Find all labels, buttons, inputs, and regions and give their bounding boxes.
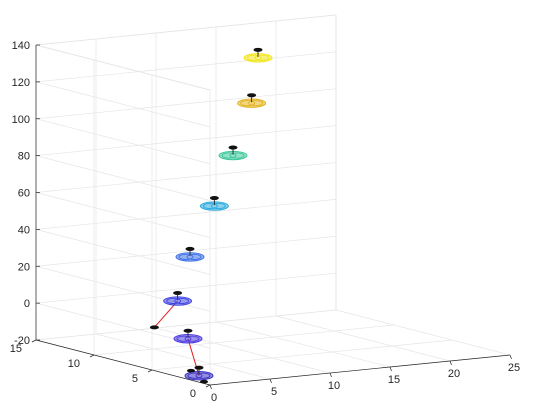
z-tick-label: 40: [18, 224, 30, 236]
drone-marker: [175, 246, 205, 262]
z-tick-label: 120: [12, 77, 30, 89]
grid-line-floor-x: [275, 315, 451, 362]
y-tick-mark: [31, 339, 37, 343]
x-tick-label: 15: [388, 374, 400, 386]
grid-line-left-z: [35, 229, 211, 275]
grid-line-back-z: [35, 272, 337, 304]
x-tick-mark: [509, 354, 512, 360]
z-tick-label: 60: [18, 188, 30, 200]
grid-line-back-z: [35, 14, 337, 46]
x-tick-mark: [329, 372, 332, 378]
y-tick-mark: [205, 384, 211, 388]
connector-line: [187, 338, 200, 376]
grid-line-back-z: [35, 309, 337, 341]
grid-line-floor-y: [151, 339, 453, 371]
grid-line-back-z: [35, 88, 337, 120]
drone-cap-marker: [187, 368, 195, 373]
z-tick-label: -20: [14, 335, 30, 347]
z-tick-label: 20: [18, 261, 30, 273]
drone-marker: [184, 365, 214, 381]
z-tick-label: 80: [18, 151, 30, 163]
data-markers: [149, 47, 273, 384]
grid-lines: [35, 14, 511, 386]
x-tick-label: 0: [211, 392, 217, 402]
grid-line-back-z: [35, 199, 337, 230]
x-tick-mark: [449, 360, 452, 366]
x-tick-mark: [389, 366, 392, 372]
z-tick-label: 100: [12, 114, 30, 126]
grid-line-back-z: [35, 51, 337, 83]
y-tick-label: 0: [190, 388, 196, 400]
drone-marker: [237, 93, 267, 108]
grid-line-left-z: [35, 192, 211, 238]
x-tick-label: 25: [508, 362, 520, 374]
y-tick-label: 10: [68, 358, 80, 370]
grid-line-floor-y: [93, 324, 395, 356]
x-tick-label: 10: [328, 380, 340, 392]
drone-marker: [173, 328, 203, 344]
drone-cap-marker: [200, 379, 208, 384]
drone-marker: [163, 291, 193, 306]
grid-line-back-z: [35, 162, 337, 193]
grid-line-left-z: [35, 155, 211, 201]
grid-line-floor-x: [95, 333, 271, 380]
y-tick-label: 5: [132, 373, 138, 385]
grid-line-back-z: [35, 125, 337, 156]
y-axis-line: [35, 339, 211, 386]
drone-marker: [199, 196, 229, 211]
y-tick-mark: [147, 369, 153, 373]
drone-marker: [218, 145, 248, 161]
axis-lines: [31, 44, 512, 390]
x-tick-label: 20: [448, 368, 460, 380]
x-tick-label: 5: [271, 386, 277, 398]
grid-line-back-z: [35, 235, 337, 267]
z-tick-label: 0: [24, 298, 30, 310]
grid-line-left-z: [35, 81, 211, 128]
grid-line-left-z: [35, 44, 211, 91]
y-tick-label: 15: [10, 343, 22, 355]
x-tick-mark: [209, 384, 212, 390]
grid-line-floor-x: [215, 321, 391, 368]
grid-line-floor-x: [335, 309, 511, 356]
z-tick-label: 140: [12, 40, 30, 52]
drone-marker: [243, 47, 273, 63]
back-box-edges: [35, 14, 337, 310]
x-axis-line: [209, 354, 511, 386]
grid-line-left-z: [35, 118, 211, 165]
y-tick-mark: [89, 354, 95, 358]
x-tick-mark: [269, 378, 272, 384]
extra-marker: [149, 325, 159, 330]
